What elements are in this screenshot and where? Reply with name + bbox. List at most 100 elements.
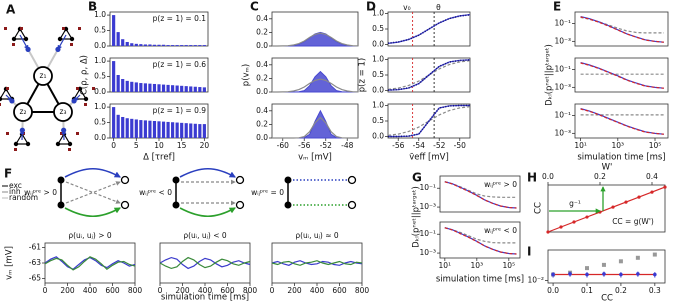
neuron <box>57 36 63 42</box>
y-tick-label: 1.0 <box>372 101 384 110</box>
bar <box>143 44 147 46</box>
bar <box>143 120 147 138</box>
marker <box>636 272 640 276</box>
node-label: z₃ <box>60 107 67 116</box>
bar <box>180 122 184 138</box>
y-tick-label: 0.0 <box>94 41 106 50</box>
x-tick-label: -54 <box>413 141 425 150</box>
marker <box>652 252 657 257</box>
annotation: ρ(uᵢ, uⱼ) < 0 <box>183 231 227 240</box>
axes-frame <box>271 242 363 284</box>
hidden-neuron <box>25 46 31 52</box>
arrow <box>65 181 121 204</box>
y-tick-label: 10⁻³ <box>554 82 571 91</box>
bar <box>198 45 202 46</box>
y-axis-label: Dₖₗ(pⁿᵉᵗ||pᵗᵃʳᵍᵉᵗ) <box>545 44 555 106</box>
bar <box>171 45 175 46</box>
y-tick-label: 0.0 <box>372 131 384 140</box>
line <box>387 59 471 91</box>
x-tick-label: 0.0 <box>542 172 554 181</box>
line <box>271 260 363 266</box>
panel-label: B <box>88 0 97 14</box>
x-tick-label: 0 <box>43 286 48 295</box>
marker <box>650 190 654 194</box>
bar <box>130 81 134 92</box>
x-tick-label: 800 <box>243 286 258 295</box>
y-tick-label: 10⁻³ <box>419 202 436 211</box>
x-tick-label: -52 <box>433 141 445 150</box>
line <box>387 14 471 44</box>
bar <box>166 45 170 46</box>
annotation: p(z = 1) = 0.1 <box>153 14 207 23</box>
x-tick-label: 10³ <box>612 141 625 150</box>
x-axis-label: simulation time [ms] <box>161 293 249 302</box>
y-tick-label: 0.5 <box>372 24 384 33</box>
hidden-neuron <box>55 46 61 52</box>
y-tick-label: 0.0 <box>256 133 268 142</box>
y-tick-label: -61 <box>29 243 41 252</box>
y-tick-label: 0.4 <box>256 60 268 69</box>
x-tick-label: 5 <box>134 141 139 150</box>
bar <box>134 82 138 92</box>
marker <box>585 215 589 219</box>
hidden-neuron <box>71 98 77 104</box>
x-tick-label: -56 <box>392 141 404 150</box>
y-tick-label: 1.0 <box>94 10 106 19</box>
x-tick-label: 0.0 <box>547 286 559 295</box>
neuron <box>172 176 180 184</box>
arrow <box>64 207 121 218</box>
bar <box>148 120 152 138</box>
neuron <box>235 200 245 210</box>
line <box>580 108 664 135</box>
line <box>159 256 251 270</box>
input-neuron <box>6 87 9 90</box>
y-tick-label: 0.0 <box>372 85 384 94</box>
bar <box>157 84 161 92</box>
x-tick-label: 600 <box>220 286 235 295</box>
axes-frame <box>574 57 669 93</box>
neuron <box>57 201 65 209</box>
bar <box>134 43 138 46</box>
input-neuron <box>62 27 65 30</box>
marker <box>551 272 555 277</box>
x-tick-label: -52 <box>320 141 332 150</box>
x-tick-label: 200 <box>60 286 75 295</box>
bar <box>130 118 134 138</box>
y-tick-label: 0.5 <box>94 26 106 35</box>
x-tick-label: 20 <box>200 141 210 150</box>
neuron <box>83 96 89 102</box>
neuron <box>120 175 130 185</box>
annotation: p(z = 1) = 0.6 <box>153 60 207 69</box>
y-tick-label: 10⁻¹ <box>554 65 571 74</box>
x-tick-label: -56 <box>298 141 310 150</box>
bar <box>202 124 206 138</box>
x-tick-label: -48 <box>341 141 353 150</box>
arrow <box>64 167 121 178</box>
bar <box>125 118 129 138</box>
legend-label: random <box>9 193 38 202</box>
annotation: wᵢⱼᵖʳᵉ > 0 <box>484 180 517 189</box>
threshold-label: v₀ <box>403 3 410 12</box>
area <box>272 70 358 93</box>
bar <box>202 87 206 92</box>
panel-label: F <box>4 167 12 181</box>
y-tick-label: 0.4 <box>256 106 268 115</box>
x-tick-label: 200 <box>287 286 302 295</box>
line <box>272 116 358 139</box>
x-tick-label: 600 <box>105 286 120 295</box>
neuron <box>235 175 245 185</box>
bar <box>148 44 152 46</box>
x-tick-label: 0 <box>111 141 116 150</box>
neuron <box>67 141 73 147</box>
y-tick-label: 0.0 <box>256 41 268 50</box>
x-tick-label: -50 <box>454 141 466 150</box>
bar <box>184 86 188 92</box>
marker <box>546 230 550 234</box>
x-tick-label: 15 <box>177 141 187 150</box>
x-tick-label: 0 <box>158 286 163 295</box>
x-axis-label: CC <box>601 294 613 302</box>
node-label: z₁ <box>40 71 47 80</box>
y-tick-label: 10⁻³ <box>419 248 436 257</box>
bar <box>202 45 206 46</box>
line <box>547 186 666 233</box>
